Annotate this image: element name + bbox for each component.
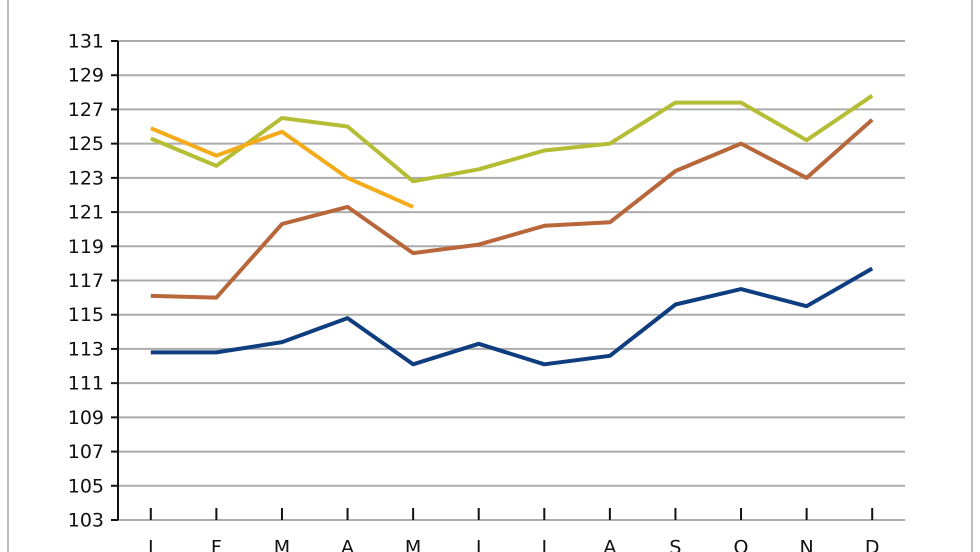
y-tick-label: 117 (68, 270, 104, 292)
y-tick-label: 115 (68, 304, 104, 326)
y-tick-label: 125 (68, 133, 104, 155)
series-line (150, 94, 874, 184)
x-tick-label: N (800, 537, 814, 552)
series-line (150, 126, 414, 209)
x-tick-label: S (669, 537, 681, 552)
y-tick-label: 123 (68, 167, 104, 189)
x-tick-label: F (211, 537, 222, 552)
x-tick-label: J (475, 537, 482, 552)
y-tick-label: 109 (68, 407, 104, 429)
y-tick-label: 131 (68, 31, 104, 53)
x-tick-label: M (405, 537, 421, 552)
y-tick-label: 129 (68, 65, 104, 87)
y-tick-label: 105 (68, 475, 104, 497)
x-tick-label: A (603, 537, 616, 552)
y-tick-label: 119 (68, 236, 104, 258)
y-tick-label: 127 (68, 99, 104, 121)
x-tick-label: D (865, 537, 880, 552)
y-tick-label: 111 (68, 373, 104, 395)
y-tick-label: 113 (68, 338, 104, 360)
y-tick-label: 107 (68, 441, 104, 463)
y-tick-label: 121 (68, 202, 104, 224)
x-tick-label: M (274, 537, 290, 552)
x-tick-label: O (734, 537, 749, 552)
y-tick-label: 103 (68, 510, 104, 532)
series-line (150, 266, 874, 367)
x-tick-label: J (540, 537, 547, 552)
x-tick-label: J (147, 537, 154, 552)
x-tick-label: A (341, 537, 354, 552)
series-line (150, 118, 874, 300)
